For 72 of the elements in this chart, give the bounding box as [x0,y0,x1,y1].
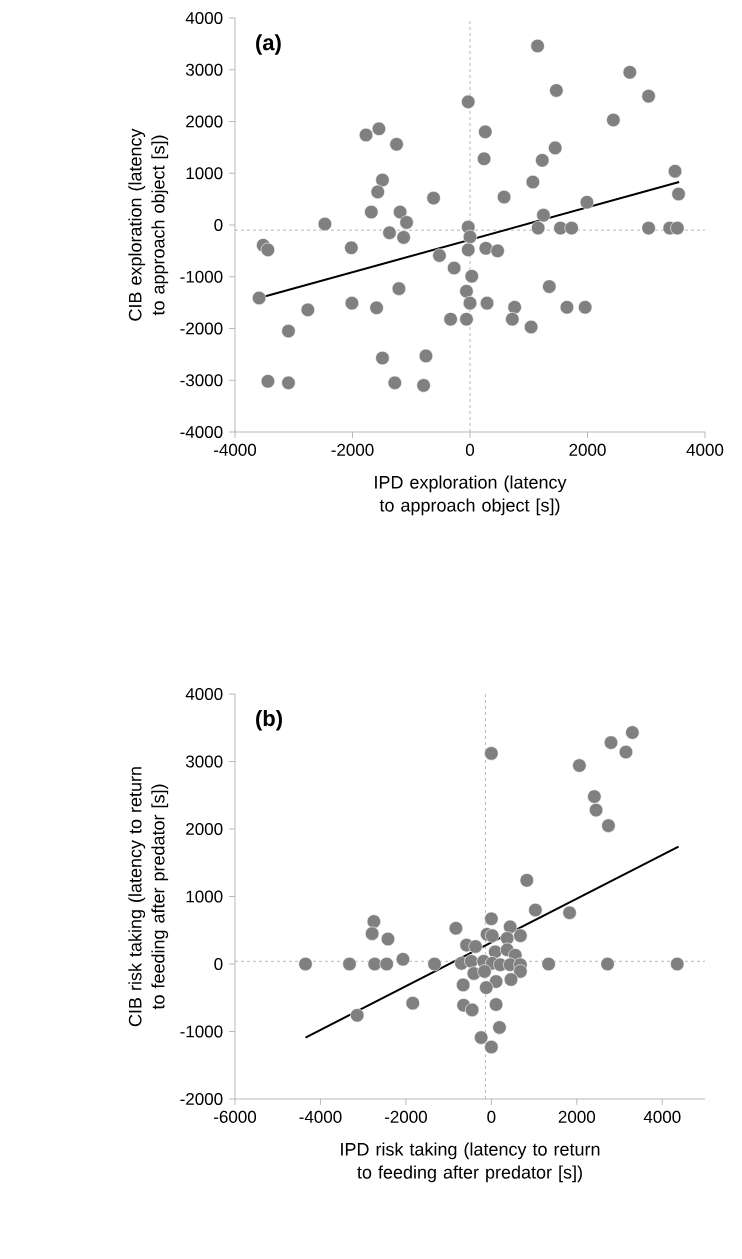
x-tick-label: -2000 [384,1110,427,1123]
point [492,1020,507,1035]
point [474,1030,489,1045]
point [484,1039,499,1055]
point [541,956,556,972]
point [519,873,534,888]
point [465,1002,480,1017]
x-axis-title: IPD risk taking (latency to return to feeding after predator [s]) [341,1142,600,1183]
point [477,964,492,979]
point [600,956,615,972]
point [365,926,380,941]
y-tick-label: 0 [214,218,223,232]
point [366,914,381,929]
point [562,905,577,920]
y-tick-label: -1000 [180,1025,223,1038]
x-tick-label: 0 [465,443,475,456]
point [603,735,619,750]
point [468,939,483,954]
y-tick-label: 4000 [185,11,223,25]
y-tick-label: -1000 [180,270,223,283]
point [448,921,463,936]
point [484,911,499,926]
x-tick-label: -6000 [214,1110,257,1123]
y-tick-label: -2000 [180,1092,223,1106]
x-tick-label: 4000 [686,443,724,456]
point [587,789,602,804]
x-tick-label: -2000 [331,443,374,456]
point [618,744,634,760]
point [405,996,420,1011]
y-tick-label: -3000 [180,374,223,387]
point [395,952,411,967]
y-tick-label: -2000 [180,322,223,335]
point [484,746,499,761]
point [488,997,504,1012]
point [479,980,494,995]
point [464,954,479,969]
y-axis-title: CIB risk taking (latency to return to feeding after predator [s]) [128,767,169,1027]
point [298,956,313,972]
point [572,758,587,773]
point [503,972,519,987]
y-axis-title: CIB exploration (latency to approach object [s]) [128,128,169,321]
point [528,902,543,918]
x-tick-label: 2000 [558,1110,596,1123]
point [601,818,616,833]
annotation: (a) [256,34,281,55]
x-tick-label: -4000 [299,1110,342,1123]
y-tick-label: -4000 [180,425,223,439]
point [342,956,357,972]
point [513,928,528,943]
y-tick-label: 2000 [186,822,223,836]
x-tick-label: 4000 [643,1110,681,1123]
x-tick-label: 0 [487,1110,496,1123]
x-tick-label: 2000 [569,443,606,456]
y-tick-label: 2000 [186,115,223,128]
point [427,956,442,972]
annotation: (b) [256,709,282,731]
point [625,725,640,740]
y-tick-label: 4000 [185,687,223,701]
point [350,1008,365,1023]
y-tick-label: 1000 [186,890,223,903]
point [379,956,394,972]
x-axis-title: IPD exploration (latency to approach object [s]) [375,475,567,516]
point [456,977,471,993]
point [485,928,500,943]
y-tick-label: 3000 [185,63,223,76]
y-tick-label: 0 [214,957,223,971]
point [670,956,685,972]
y-tick-label: 1000 [186,167,223,180]
y-tick-label: 3000 [185,755,223,768]
point [588,803,604,818]
point [380,931,396,947]
point [513,964,528,979]
